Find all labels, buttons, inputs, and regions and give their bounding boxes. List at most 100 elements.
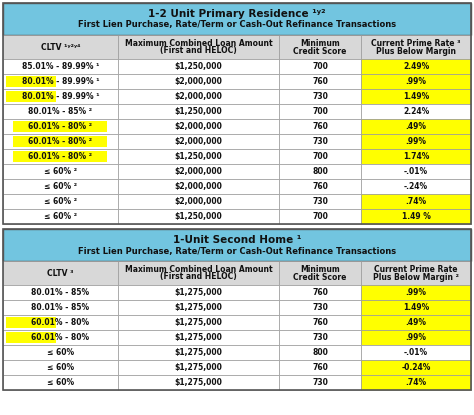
Bar <box>361 89 471 104</box>
Text: ≤ 60% ²: ≤ 60% ² <box>44 167 77 176</box>
Text: $1,250,000: $1,250,000 <box>174 62 222 71</box>
Bar <box>118 104 279 119</box>
Text: 700: 700 <box>312 107 328 116</box>
Text: $2,000,000: $2,000,000 <box>174 92 222 101</box>
Bar <box>279 209 361 224</box>
Bar <box>118 330 279 345</box>
Bar <box>3 149 118 164</box>
Bar <box>3 330 118 345</box>
Text: Current Prime Rate: Current Prime Rate <box>374 264 458 273</box>
Bar <box>118 315 279 330</box>
Text: 760: 760 <box>312 122 328 131</box>
Bar <box>3 229 471 261</box>
Text: 700: 700 <box>312 152 328 161</box>
Text: 730: 730 <box>312 137 328 146</box>
Text: Minimum: Minimum <box>300 39 340 47</box>
Bar <box>3 134 118 149</box>
Text: .99%: .99% <box>406 333 427 342</box>
Bar <box>361 209 471 224</box>
Text: $1,275,000: $1,275,000 <box>174 348 222 357</box>
Text: $2,000,000: $2,000,000 <box>174 167 222 176</box>
Text: (First and HELOC): (First and HELOC) <box>160 46 237 56</box>
Text: ≤ 60%: ≤ 60% <box>47 348 74 357</box>
Bar <box>361 119 471 134</box>
Text: 730: 730 <box>312 303 328 312</box>
Bar <box>118 300 279 315</box>
Bar <box>361 134 471 149</box>
Bar <box>279 104 361 119</box>
Bar <box>361 74 471 89</box>
Text: $2,000,000: $2,000,000 <box>174 122 222 131</box>
Bar <box>279 35 361 59</box>
Bar <box>118 149 279 164</box>
Text: (First and HELOC): (First and HELOC) <box>160 273 237 281</box>
Text: 760: 760 <box>312 77 328 86</box>
Bar <box>3 74 118 89</box>
Bar <box>118 375 279 390</box>
Text: 80.01% - 89.99% ¹: 80.01% - 89.99% ¹ <box>21 92 99 101</box>
Text: ≤ 60% ²: ≤ 60% ² <box>44 197 77 206</box>
Text: 1.74%: 1.74% <box>403 152 429 161</box>
Bar <box>279 149 361 164</box>
Text: 1-2 Unit Primary Residence ¹ʸ²: 1-2 Unit Primary Residence ¹ʸ² <box>148 9 326 19</box>
Bar <box>3 119 118 134</box>
Text: 760: 760 <box>312 182 328 191</box>
Bar <box>3 360 118 375</box>
Bar <box>3 194 118 209</box>
Bar <box>118 285 279 300</box>
Bar <box>118 164 279 179</box>
Bar <box>3 345 118 360</box>
Text: Credit Score: Credit Score <box>293 46 347 56</box>
Text: $1,275,000: $1,275,000 <box>174 333 222 342</box>
Text: .99%: .99% <box>406 77 427 86</box>
Text: 80.01% - 85%: 80.01% - 85% <box>31 303 90 312</box>
Text: 60.01% - 80%: 60.01% - 80% <box>31 318 90 327</box>
Bar <box>3 229 471 390</box>
Text: 60.01% - 80% ²: 60.01% - 80% ² <box>28 137 92 146</box>
Bar <box>279 300 361 315</box>
Text: .49%: .49% <box>406 318 427 327</box>
Text: Plus Below Margin ²: Plus Below Margin ² <box>373 273 459 281</box>
Bar <box>13 151 107 162</box>
Text: -0.24%: -0.24% <box>401 363 431 372</box>
Bar <box>118 261 279 285</box>
Text: 80.01% - 85%: 80.01% - 85% <box>31 288 90 297</box>
Text: ≤ 60% ²: ≤ 60% ² <box>44 212 77 221</box>
Bar <box>279 315 361 330</box>
Text: CLTV ¹ʸ²ʸ⁴: CLTV ¹ʸ²ʸ⁴ <box>41 42 80 51</box>
Text: 800: 800 <box>312 348 328 357</box>
Bar <box>118 74 279 89</box>
Bar <box>279 164 361 179</box>
Text: 2.49%: 2.49% <box>403 62 429 71</box>
Bar <box>118 119 279 134</box>
Text: 80.01% - 85% ²: 80.01% - 85% ² <box>28 107 92 116</box>
Text: Plus Below Margin: Plus Below Margin <box>376 46 456 56</box>
Bar <box>118 179 279 194</box>
Bar <box>118 35 279 59</box>
Bar <box>6 317 56 328</box>
Bar <box>3 300 118 315</box>
Text: -.24%: -.24% <box>404 182 428 191</box>
Text: $1,250,000: $1,250,000 <box>174 152 222 161</box>
Text: $1,250,000: $1,250,000 <box>174 107 222 116</box>
Bar <box>361 360 471 375</box>
Bar <box>3 285 118 300</box>
Text: 700: 700 <box>312 62 328 71</box>
Text: First Lien Purchase, Rate/Term or Cash-Out Refinance Transactions: First Lien Purchase, Rate/Term or Cash-O… <box>78 247 396 256</box>
Text: 760: 760 <box>312 288 328 297</box>
Bar <box>361 179 471 194</box>
Bar <box>361 315 471 330</box>
Bar <box>279 345 361 360</box>
Text: CLTV ³: CLTV ³ <box>47 269 73 278</box>
Bar <box>361 149 471 164</box>
Text: 730: 730 <box>312 92 328 101</box>
Bar <box>361 375 471 390</box>
Text: $2,000,000: $2,000,000 <box>174 77 222 86</box>
Bar <box>3 315 118 330</box>
Bar <box>279 261 361 285</box>
Bar <box>3 59 118 74</box>
Text: $2,000,000: $2,000,000 <box>174 182 222 191</box>
Bar <box>118 345 279 360</box>
Bar <box>361 194 471 209</box>
Bar <box>3 89 118 104</box>
